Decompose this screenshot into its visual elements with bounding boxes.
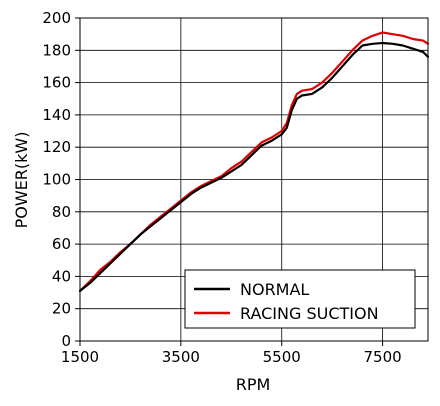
- x-tick-label: 7500: [364, 348, 402, 366]
- legend: NORMAL RACING SUCTION: [184, 269, 416, 329]
- series-line-racing-suction: [78, 31, 430, 292]
- legend-label: RACING SUCTION: [240, 304, 379, 323]
- y-tick-label: 200: [42, 9, 71, 27]
- legend-label: NORMAL: [240, 280, 309, 299]
- y-tick-label: 160: [42, 74, 71, 92]
- x-tick-label: 1500: [61, 348, 99, 366]
- x-axis-label: RPM: [236, 375, 271, 394]
- y-tick-label: 20: [52, 300, 71, 318]
- y-tick-label: 140: [42, 106, 71, 124]
- y-tick-label: 40: [52, 267, 71, 285]
- x-tick-label: 5500: [263, 348, 301, 366]
- y-axis-label: POWER(kW): [12, 132, 31, 229]
- y-axis-ticks: 0 20 40 60 80 100 120 140 160 180 200: [42, 9, 80, 350]
- y-tick-label: 100: [42, 171, 71, 189]
- y-tick-label: 0: [61, 332, 71, 350]
- y-tick-label: 180: [42, 41, 71, 59]
- series-line-normal: [78, 41, 430, 292]
- x-tick-label: 3500: [162, 348, 200, 366]
- series-layer: [78, 31, 430, 292]
- legend-box: [184, 269, 416, 329]
- y-tick-label: 120: [42, 138, 71, 156]
- y-tick-label: 60: [52, 235, 71, 253]
- x-axis-ticks: 1500 3500 5500 7500: [61, 341, 402, 366]
- y-tick-label: 80: [52, 203, 71, 221]
- grid: [80, 18, 428, 341]
